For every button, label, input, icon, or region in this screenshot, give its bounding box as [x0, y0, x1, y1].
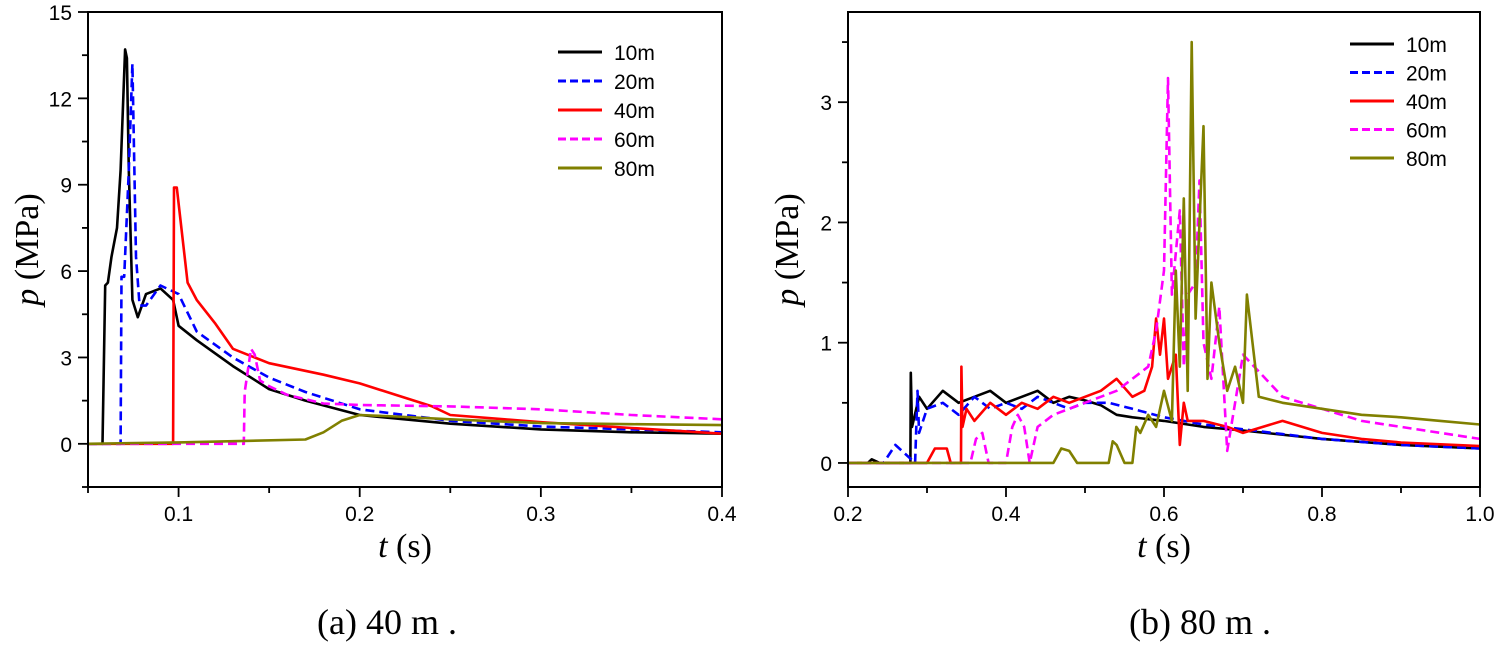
- y-tick-label: 0: [820, 453, 832, 476]
- x-tick-label: 0.2: [345, 503, 374, 526]
- chart-panel-1: 0.2 0.4 0.6 0.8 1.0 0 1 2 3 t (s) p (MPa) 10m 20m 40m…: [769, 11, 1495, 642]
- y-tick-label: 6: [60, 261, 72, 284]
- chart-panel-0: 0.1 0.2 0.3 0.4 0 3 6 9 12 15 t (s) p (MPa) 10m 20m 40…: [9, 2, 737, 642]
- x-tick-label: 0.6: [1149, 503, 1178, 526]
- panel-caption: (a) 40 m .: [317, 602, 457, 642]
- series-line-80m: [848, 40, 1480, 465]
- y-tick-label: 3: [820, 92, 832, 115]
- legend-label-80m: 80m: [1406, 148, 1447, 171]
- series-line-60m: [848, 76, 1480, 465]
- x-axis-label: t (s): [1137, 528, 1191, 565]
- x-axis-var: t: [378, 528, 389, 565]
- x-tick-label: 0.1: [164, 503, 193, 526]
- y-tick-label: 15: [49, 2, 72, 25]
- legend-label-40m: 40m: [1406, 91, 1447, 114]
- series-line-60m: [88, 347, 722, 446]
- legend-label-60m: 60m: [1406, 120, 1447, 143]
- y-axis-label: p (MPa): [769, 193, 806, 307]
- x-tick-label: 0.3: [526, 503, 555, 526]
- x-axis-var: t: [1137, 528, 1148, 565]
- y-axis-var: p: [769, 289, 806, 308]
- x-tick-label: 0.8: [1307, 503, 1336, 526]
- series-group: [848, 40, 1480, 465]
- x-tick-label: 0.4: [991, 503, 1021, 526]
- x-axis-label: t (s): [378, 528, 432, 565]
- y-tick-label: 1: [820, 333, 832, 356]
- x-tick-label: 0.2: [833, 503, 862, 526]
- series-line-80m: [88, 413, 722, 446]
- legend-label-40m: 40m: [614, 100, 655, 123]
- legend-label-10m: 10m: [614, 42, 655, 65]
- legend-label-20m: 20m: [614, 71, 655, 94]
- y-tick-label: 0: [60, 434, 72, 457]
- x-tick-label: 0.4: [707, 503, 737, 526]
- panel-caption: (b) 80 m .: [1129, 602, 1271, 642]
- x-axis-unit: (s): [388, 528, 432, 565]
- y-tick-label: 9: [60, 175, 72, 198]
- series-line-40m: [88, 186, 722, 446]
- legend-label-60m: 60m: [614, 129, 655, 152]
- series-group: [88, 48, 722, 446]
- y-tick-label: 12: [49, 88, 72, 111]
- plot-frame: [87, 11, 723, 488]
- series-line-20m: [848, 389, 1480, 465]
- y-axis-unit: (MPa): [769, 193, 806, 288]
- y-tick-label: 3: [60, 347, 72, 370]
- y-axis-label: p (MPa): [9, 193, 46, 307]
- legend: 10m 20m 40m 60m 80m: [1350, 34, 1447, 171]
- legend-label-20m: 20m: [1406, 63, 1447, 86]
- x-axis-unit: (s): [1147, 528, 1191, 565]
- y-axis-unit: (MPa): [9, 193, 46, 288]
- y-tick-label: 2: [820, 212, 832, 235]
- series-line-10m: [848, 371, 1480, 465]
- series-line-40m: [848, 317, 1480, 465]
- y-axis-var: p: [9, 289, 46, 308]
- x-tick-label: 1.0: [1465, 503, 1494, 526]
- legend-label-10m: 10m: [1406, 34, 1447, 57]
- legend-label-80m: 80m: [614, 158, 655, 181]
- legend: 10m 20m 40m 60m 80m: [558, 42, 655, 181]
